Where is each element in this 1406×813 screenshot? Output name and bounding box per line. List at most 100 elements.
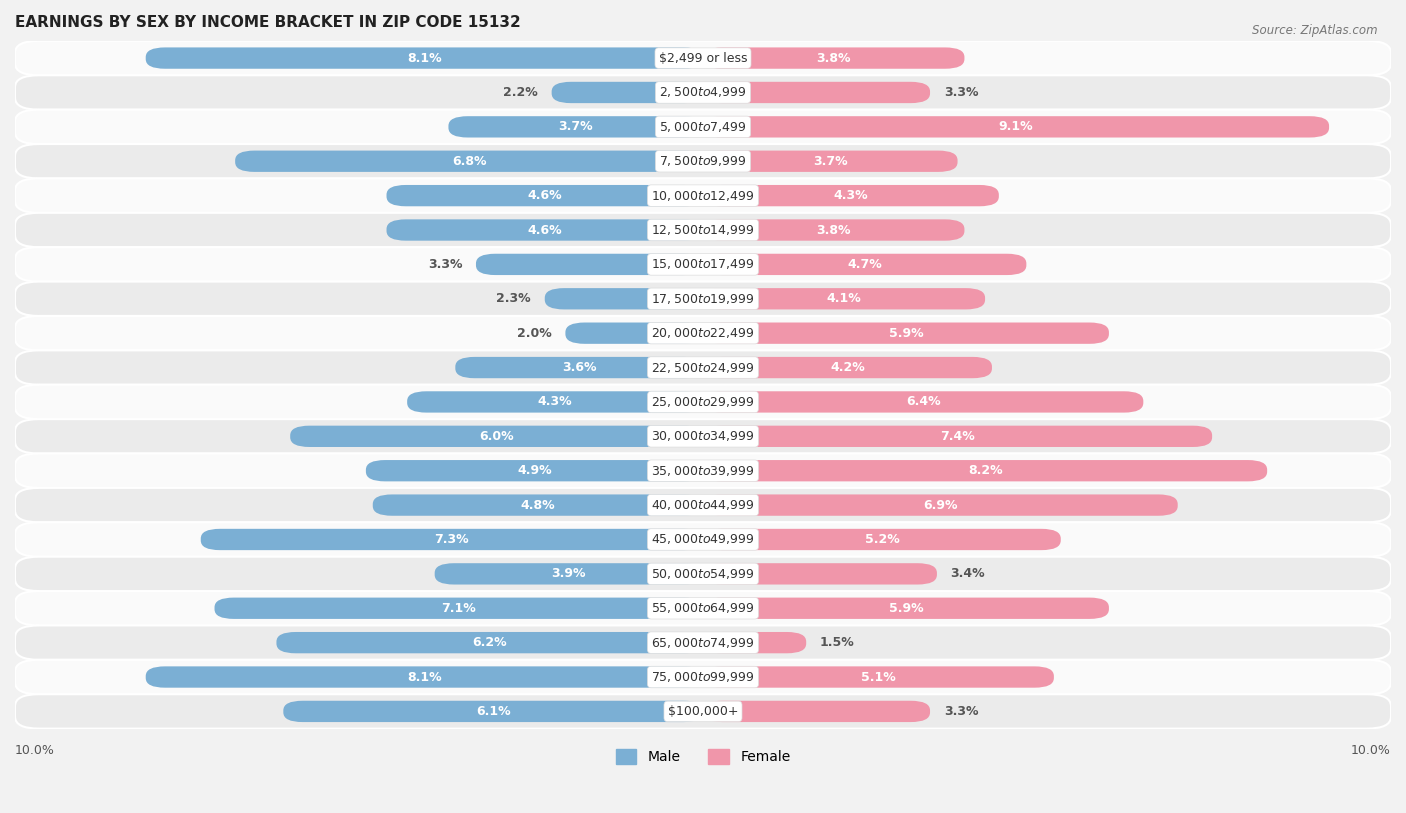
Text: $15,000 to $17,499: $15,000 to $17,499 bbox=[651, 258, 755, 272]
FancyBboxPatch shape bbox=[15, 625, 1391, 660]
FancyBboxPatch shape bbox=[15, 591, 1391, 625]
FancyBboxPatch shape bbox=[15, 41, 1391, 76]
FancyBboxPatch shape bbox=[477, 254, 703, 275]
FancyBboxPatch shape bbox=[703, 528, 1060, 550]
FancyBboxPatch shape bbox=[703, 323, 1109, 344]
Text: 6.1%: 6.1% bbox=[475, 705, 510, 718]
FancyBboxPatch shape bbox=[215, 598, 703, 619]
FancyBboxPatch shape bbox=[703, 254, 1026, 275]
Text: $45,000 to $49,999: $45,000 to $49,999 bbox=[651, 533, 755, 546]
Text: 10.0%: 10.0% bbox=[15, 744, 55, 757]
FancyBboxPatch shape bbox=[366, 460, 703, 481]
FancyBboxPatch shape bbox=[703, 598, 1109, 619]
FancyBboxPatch shape bbox=[565, 323, 703, 344]
FancyBboxPatch shape bbox=[703, 220, 965, 241]
Text: $2,500 to $4,999: $2,500 to $4,999 bbox=[659, 85, 747, 99]
FancyBboxPatch shape bbox=[703, 288, 986, 310]
Text: 7.1%: 7.1% bbox=[441, 602, 477, 615]
Text: $40,000 to $44,999: $40,000 to $44,999 bbox=[651, 498, 755, 512]
FancyBboxPatch shape bbox=[15, 557, 1391, 591]
FancyBboxPatch shape bbox=[703, 460, 1267, 481]
Text: 6.8%: 6.8% bbox=[451, 154, 486, 167]
Text: 3.7%: 3.7% bbox=[813, 154, 848, 167]
Text: $50,000 to $54,999: $50,000 to $54,999 bbox=[651, 567, 755, 580]
Text: 5.2%: 5.2% bbox=[865, 533, 900, 546]
Text: $55,000 to $64,999: $55,000 to $64,999 bbox=[651, 602, 755, 615]
FancyBboxPatch shape bbox=[15, 694, 1391, 728]
Text: $22,500 to $24,999: $22,500 to $24,999 bbox=[651, 360, 755, 375]
Text: $30,000 to $34,999: $30,000 to $34,999 bbox=[651, 429, 755, 443]
Text: Source: ZipAtlas.com: Source: ZipAtlas.com bbox=[1253, 24, 1378, 37]
Text: $65,000 to $74,999: $65,000 to $74,999 bbox=[651, 636, 755, 650]
FancyBboxPatch shape bbox=[703, 632, 806, 654]
Text: 6.9%: 6.9% bbox=[924, 498, 957, 511]
Text: 2.2%: 2.2% bbox=[503, 86, 538, 99]
Text: $75,000 to $99,999: $75,000 to $99,999 bbox=[651, 670, 755, 684]
FancyBboxPatch shape bbox=[408, 391, 703, 413]
FancyBboxPatch shape bbox=[15, 110, 1391, 144]
FancyBboxPatch shape bbox=[15, 76, 1391, 110]
FancyBboxPatch shape bbox=[290, 426, 703, 447]
Text: $5,000 to $7,499: $5,000 to $7,499 bbox=[659, 120, 747, 134]
FancyBboxPatch shape bbox=[15, 522, 1391, 557]
Text: 3.9%: 3.9% bbox=[551, 567, 586, 580]
Text: $35,000 to $39,999: $35,000 to $39,999 bbox=[651, 463, 755, 478]
FancyBboxPatch shape bbox=[15, 281, 1391, 316]
FancyBboxPatch shape bbox=[15, 178, 1391, 213]
FancyBboxPatch shape bbox=[703, 667, 1054, 688]
Text: 4.3%: 4.3% bbox=[537, 395, 572, 408]
Text: 3.8%: 3.8% bbox=[817, 224, 851, 237]
Text: 3.3%: 3.3% bbox=[943, 86, 979, 99]
Text: 1.5%: 1.5% bbox=[820, 636, 855, 649]
Text: 4.6%: 4.6% bbox=[527, 224, 562, 237]
FancyBboxPatch shape bbox=[703, 563, 936, 585]
Text: 5.1%: 5.1% bbox=[860, 671, 896, 684]
Text: $12,500 to $14,999: $12,500 to $14,999 bbox=[651, 223, 755, 237]
Text: 8.1%: 8.1% bbox=[408, 671, 441, 684]
Text: $100,000+: $100,000+ bbox=[668, 705, 738, 718]
Text: 6.4%: 6.4% bbox=[905, 395, 941, 408]
FancyBboxPatch shape bbox=[15, 660, 1391, 694]
Text: EARNINGS BY SEX BY INCOME BRACKET IN ZIP CODE 15132: EARNINGS BY SEX BY INCOME BRACKET IN ZIP… bbox=[15, 15, 520, 30]
FancyBboxPatch shape bbox=[15, 247, 1391, 281]
Text: $25,000 to $29,999: $25,000 to $29,999 bbox=[651, 395, 755, 409]
Text: 4.3%: 4.3% bbox=[834, 189, 869, 202]
Text: 3.3%: 3.3% bbox=[943, 705, 979, 718]
FancyBboxPatch shape bbox=[15, 420, 1391, 454]
FancyBboxPatch shape bbox=[551, 82, 703, 103]
FancyBboxPatch shape bbox=[373, 494, 703, 515]
FancyBboxPatch shape bbox=[703, 150, 957, 172]
Text: 4.8%: 4.8% bbox=[520, 498, 555, 511]
FancyBboxPatch shape bbox=[544, 288, 703, 310]
Text: 2.3%: 2.3% bbox=[496, 293, 531, 306]
FancyBboxPatch shape bbox=[235, 150, 703, 172]
FancyBboxPatch shape bbox=[434, 563, 703, 585]
FancyBboxPatch shape bbox=[284, 701, 703, 722]
FancyBboxPatch shape bbox=[387, 220, 703, 241]
Text: 6.0%: 6.0% bbox=[479, 430, 515, 443]
Text: 4.2%: 4.2% bbox=[830, 361, 865, 374]
FancyBboxPatch shape bbox=[703, 185, 998, 207]
FancyBboxPatch shape bbox=[703, 426, 1212, 447]
Text: $20,000 to $22,499: $20,000 to $22,499 bbox=[651, 326, 755, 340]
Text: 4.6%: 4.6% bbox=[527, 189, 562, 202]
FancyBboxPatch shape bbox=[456, 357, 703, 378]
Text: $10,000 to $12,499: $10,000 to $12,499 bbox=[651, 189, 755, 202]
Text: 8.2%: 8.2% bbox=[967, 464, 1002, 477]
Text: 5.9%: 5.9% bbox=[889, 602, 924, 615]
Text: 10.0%: 10.0% bbox=[1351, 744, 1391, 757]
FancyBboxPatch shape bbox=[15, 144, 1391, 178]
FancyBboxPatch shape bbox=[146, 667, 703, 688]
FancyBboxPatch shape bbox=[703, 494, 1178, 515]
Text: 4.9%: 4.9% bbox=[517, 464, 551, 477]
FancyBboxPatch shape bbox=[15, 488, 1391, 522]
Text: 7.3%: 7.3% bbox=[434, 533, 470, 546]
FancyBboxPatch shape bbox=[201, 528, 703, 550]
Text: 3.4%: 3.4% bbox=[950, 567, 986, 580]
Text: 8.1%: 8.1% bbox=[408, 51, 441, 64]
Text: 3.7%: 3.7% bbox=[558, 120, 593, 133]
FancyBboxPatch shape bbox=[15, 350, 1391, 385]
FancyBboxPatch shape bbox=[449, 116, 703, 137]
FancyBboxPatch shape bbox=[146, 47, 703, 69]
Text: 6.2%: 6.2% bbox=[472, 636, 508, 649]
